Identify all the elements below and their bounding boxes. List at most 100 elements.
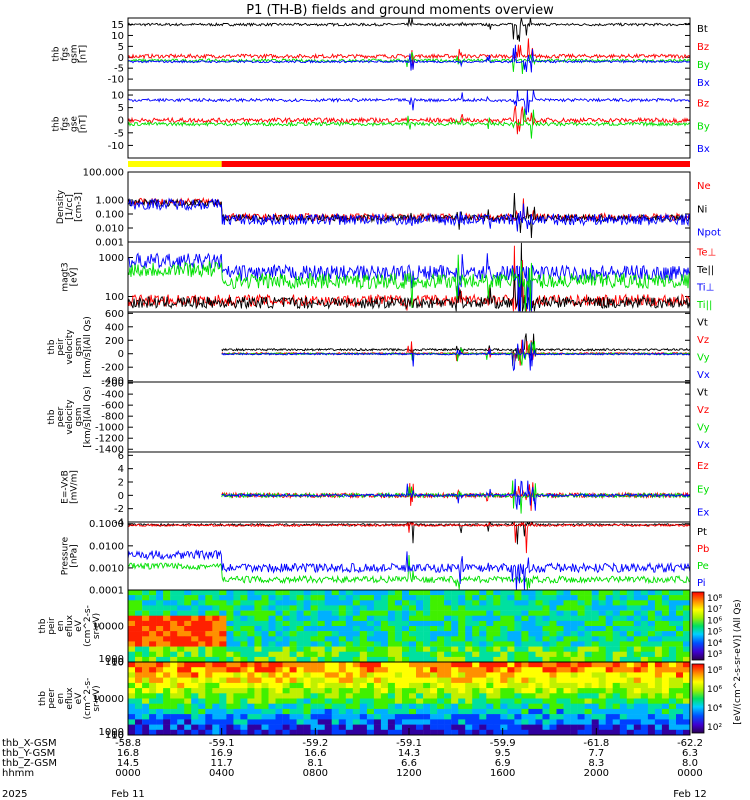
spectrogram-cell: [156, 708, 164, 715]
spectrogram-cell: [486, 693, 494, 699]
spectrogram-cell: [683, 729, 691, 736]
spectrogram-cell: [507, 636, 515, 642]
spectrogram-cell: [310, 590, 318, 596]
spectrogram-cell: [458, 677, 466, 684]
spectrogram-cell: [591, 662, 599, 668]
spectrogram-cell: [324, 631, 332, 637]
spectrogram-cell: [373, 698, 382, 704]
spectrogram-cell: [507, 662, 515, 668]
spectrogram-cell: [177, 724, 185, 731]
spectrogram-cell: [212, 693, 220, 699]
spectrogram-cell: [156, 667, 164, 673]
spectrogram-cell: [577, 590, 585, 596]
spectrogram-cell: [619, 595, 628, 601]
spectrogram-cell: [142, 590, 150, 596]
spectrogram-cell: [198, 677, 206, 684]
spectrogram-cell: [570, 703, 578, 710]
spectrogram-cell: [661, 656, 670, 663]
spectrogram-cell: [275, 672, 283, 678]
spectrogram-cell: [444, 615, 452, 622]
spectrogram-cell: [387, 719, 396, 725]
spectrogram-cell: [507, 590, 515, 596]
spectrogram-cell: [233, 626, 241, 632]
spectrogram-cell: [654, 677, 663, 684]
spectrogram-cell: [479, 646, 487, 652]
spectrogram-cell: [605, 656, 613, 663]
spectrogram-cell: [500, 693, 508, 699]
spectrogram-cell: [394, 677, 403, 684]
spectrogram-cell: [163, 719, 171, 725]
spectrogram-cell: [472, 651, 480, 658]
spectrogram-cell: [366, 708, 375, 715]
spectrogram-cell: [191, 667, 199, 673]
spectrogram-cell: [640, 636, 649, 642]
spectrogram-cell: [303, 688, 311, 694]
xaxis-value: 2000: [584, 768, 609, 779]
spectrogram-cell: [240, 672, 248, 678]
spectrogram-cell: [205, 682, 213, 689]
spectrogram-cell: [261, 600, 269, 606]
spectrogram-cell: [135, 626, 143, 632]
legend-fgs_gse-1: By: [697, 121, 710, 132]
spectrogram-cell: [619, 646, 628, 652]
spectrogram-cell: [479, 724, 487, 731]
spectrogram-cell: [598, 590, 606, 596]
spectrogram-cell: [598, 708, 606, 715]
spectrogram-cell: [549, 693, 557, 699]
spectrogram-cell: [310, 677, 318, 684]
spectrogram-cell: [128, 646, 136, 652]
spectrogram-cell: [430, 708, 438, 715]
spectrogram-cell: [661, 724, 670, 731]
spectrogram-cell: [626, 651, 635, 658]
spectrogram-cell: [479, 708, 487, 715]
spectrogram-cell: [640, 708, 649, 715]
spectrogram-cell: [303, 646, 311, 652]
spectrogram-cell: [591, 656, 599, 663]
spectrogram-cell: [163, 631, 171, 637]
spectrogram-cell: [331, 656, 339, 663]
spectrogram-cell: [668, 719, 677, 725]
spectrogram-cell: [605, 724, 613, 731]
spectrogram-cell: [268, 708, 276, 715]
spectrogram-cell: [380, 651, 389, 658]
spectrogram-cell: [191, 605, 199, 611]
spectrogram-cell: [528, 590, 536, 596]
ytick-label: 0.0100: [89, 541, 124, 552]
spectrogram-cell: [409, 698, 417, 704]
spectrogram-cell: [254, 698, 262, 704]
xaxis-row-label: thb_Y-GSM: [2, 748, 55, 759]
spectrogram-cell: [345, 595, 354, 601]
spectrogram-cell: [212, 677, 220, 684]
spectrogram-cell: [423, 631, 431, 637]
spectrogram-cell: [472, 590, 480, 596]
spectrogram-cell: [486, 620, 494, 627]
spectrogram-cell: [296, 729, 304, 736]
spectrogram-cell: [352, 610, 361, 616]
spectrogram-cell: [668, 672, 677, 678]
spectrogram-cell: [535, 605, 543, 611]
spectrogram-cell: [605, 729, 613, 736]
spectrogram-cell: [500, 667, 508, 673]
spectrogram-cell: [135, 729, 143, 736]
spectrogram-cell: [619, 626, 628, 632]
spectrogram-cell: [247, 667, 255, 673]
spectrogram-cell: [275, 641, 283, 647]
spectrogram-cell: [591, 651, 599, 658]
spectrogram-cell: [296, 610, 304, 616]
spectrogram-cell: [556, 631, 564, 637]
spectrogram-cell: [177, 719, 185, 725]
spectrogram-cell: [458, 662, 466, 668]
panel-peir_spectrogram: thb peir en eflux eV (cm^2-s-sr-eV)1000010001…: [38, 589, 691, 668]
spectrogram-cell: [451, 724, 459, 731]
spectrogram-cell: [219, 646, 227, 652]
spectrogram-cell: [521, 698, 529, 704]
spectrogram-cell: [458, 714, 466, 720]
spectrogram-cell: [416, 708, 424, 715]
spectrogram-cell: [535, 600, 543, 606]
spectrogram-cell: [640, 682, 649, 689]
spectrogram-cell: [598, 646, 606, 652]
ytick-label: -5: [114, 64, 124, 75]
spectrogram-cell: [542, 724, 550, 731]
spectrogram-cell: [542, 677, 550, 684]
spectrogram-cell: [584, 729, 592, 736]
